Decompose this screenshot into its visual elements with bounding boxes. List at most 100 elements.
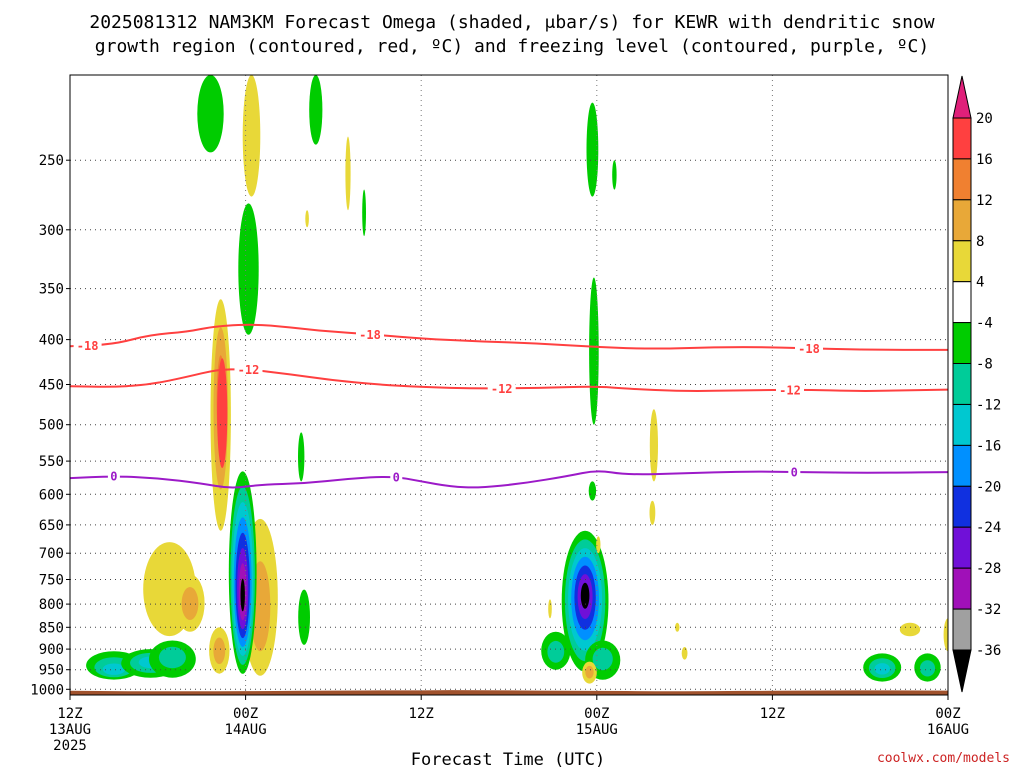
y-tick-label-1000: 1000 [30,682,64,698]
x-tick-label-36: 00Z 15AUG [576,706,618,738]
x-tick-line-36-1: 15AUG [576,722,618,738]
y-tick-label-250: 250 [39,153,64,169]
contour-label-1-0: -12 [238,363,260,377]
y-tick-label-600: 600 [39,487,64,503]
omega-cell-6-level-0 [217,358,228,468]
colorbar-label-4: 4 [976,275,984,291]
colorbar-label-10: -24 [976,520,1001,536]
contour-label-1-2: -12 [779,383,801,397]
colorbar: 20 16 12 8 4 -4 -8 -12 -16 -20 -24 -28 -32 -36 [952,75,1001,693]
omega-cell-2-level-1 [158,646,186,669]
colorbar-label-11: -28 [976,561,1001,577]
contour-label-0-1: -18 [359,328,381,342]
contour-label-0-0: -18 [77,339,99,353]
contour-label-bg-1-0 [234,362,263,376]
x-tick-line-0-0: 12Z [57,706,82,722]
colorbar-over-arrow [952,75,972,119]
colorbar-label-12: -32 [976,602,1001,618]
colorbar-band-8 [952,444,972,487]
x-tick-line-0-1: 13AUG [49,722,91,738]
contour-line-0 [70,323,948,351]
omega-cell-24-level-1 [592,647,613,671]
colorbar-under-arrow [952,649,972,693]
omega-cell-10-level-0 [197,75,224,153]
omega-cell-17-level-0 [298,432,305,482]
omega-cell-33-level-2 [874,663,890,675]
omega-cell-21-level-0 [588,481,597,501]
omega-cell-20-level-0 [589,277,599,425]
omega-cell-35-level-0 [899,622,921,637]
colorbar-band-7 [952,404,972,446]
colorbar-label-2: 12 [976,193,993,209]
y-tick-label-900: 900 [39,642,64,658]
omega-cell-25-level-1 [585,665,594,679]
y-tick-label-700: 700 [39,546,64,562]
contour-label-2-0: 0 [110,470,117,484]
omega-cell-28-level-0 [548,599,552,619]
terrain-band [70,690,948,695]
omega-cell-7-level-1 [213,637,226,665]
contour-label-bg-2-2 [788,465,801,478]
x-tick-label-24: 12Z [409,706,434,722]
omega-cell-15-level-0 [305,210,309,228]
colorbar-label-3: 8 [976,234,984,250]
colorbar-band-0 [952,117,972,160]
y-tick-label-500: 500 [39,418,64,434]
omega-cell-4-level-1 [181,587,199,620]
omega-cell-22-level-6 [580,582,590,609]
colorbar-label-7: -12 [976,398,1001,414]
y-tick-label-950: 950 [39,663,64,679]
x-axis-title: Forecast Time (UTC) [411,750,605,768]
chart-title: 2025081312 NAM3KM Forecast Omega (shaded… [89,12,934,57]
colorbar-label-1: 16 [976,152,993,168]
omega-cell-32-level-0 [681,647,688,660]
y-tick-label-850: 850 [39,620,64,636]
omega-cell-30-level-0 [649,500,656,525]
y-tick-label-400: 400 [39,333,64,349]
contour-label-2-2: 0 [791,466,798,480]
colorbar-band-3 [952,240,972,283]
pressure-axis: 250 300 350 400 450 500 550 600 650 700 750 800 850 9… [30,153,70,698]
contour-line-1 [70,368,948,392]
omega-cell-19-level-0 [586,102,599,197]
contour-label-2-1: 0 [393,470,400,484]
grid-lines [70,75,948,695]
colorbar-label-8: -16 [976,438,1001,454]
y-tick-label-450: 450 [39,378,64,394]
x-tick-label-0: 12Z 13AUG 2025 [49,706,91,754]
omega-cell-36-level-0 [943,618,948,652]
omega-cell-26-level-0 [612,160,617,190]
title-line-2: growth region (contoured, red, ºC) and f… [95,36,929,57]
title-line-1: 2025081312 NAM3KM Forecast Omega (shaded… [89,12,934,33]
omega-cell-18-level-0 [298,589,310,645]
y-tick-label-800: 800 [39,597,64,613]
contour-label-bg-0-1 [356,327,384,341]
omega-cell-11-level-0 [238,203,259,335]
temperature-contours: -18 -18 -18 -12 -12 -12 0 0 0 [70,323,948,489]
x-tick-line-36-0: 00Z [584,706,609,722]
omega-cell-29-level-0 [649,409,659,482]
contour-label-bg-2-0 [107,469,120,483]
omega-cell-0-level-2 [102,663,126,675]
x-tick-line-60-0: 00Z [935,706,960,722]
omega-shading [86,75,948,684]
omega-cell-14-level-0 [345,136,351,211]
omega-cell-34-level-1 [919,660,936,677]
omega-cell-9-level-0 [242,75,261,197]
colorbar-band-11 [952,567,972,610]
colorbar-label-6: -8 [976,357,993,373]
colorbar-label-13: -36 [976,643,1001,659]
colorbar-label-5: -4 [976,316,993,332]
omega-cell-16-level-0 [362,189,366,237]
colorbar-band-5 [952,322,972,365]
contour-label-bg-1-1 [487,381,516,395]
colorbar-label-0: 20 [976,111,993,127]
terrain-fill [70,690,948,695]
x-tick-line-48-0: 12Z [760,706,785,722]
contour-label-bg-2-1 [390,469,403,483]
colorbar-band-6 [952,363,972,405]
y-tick-label-300: 300 [39,223,64,239]
x-tick-line-0-2: 2025 [53,738,87,754]
